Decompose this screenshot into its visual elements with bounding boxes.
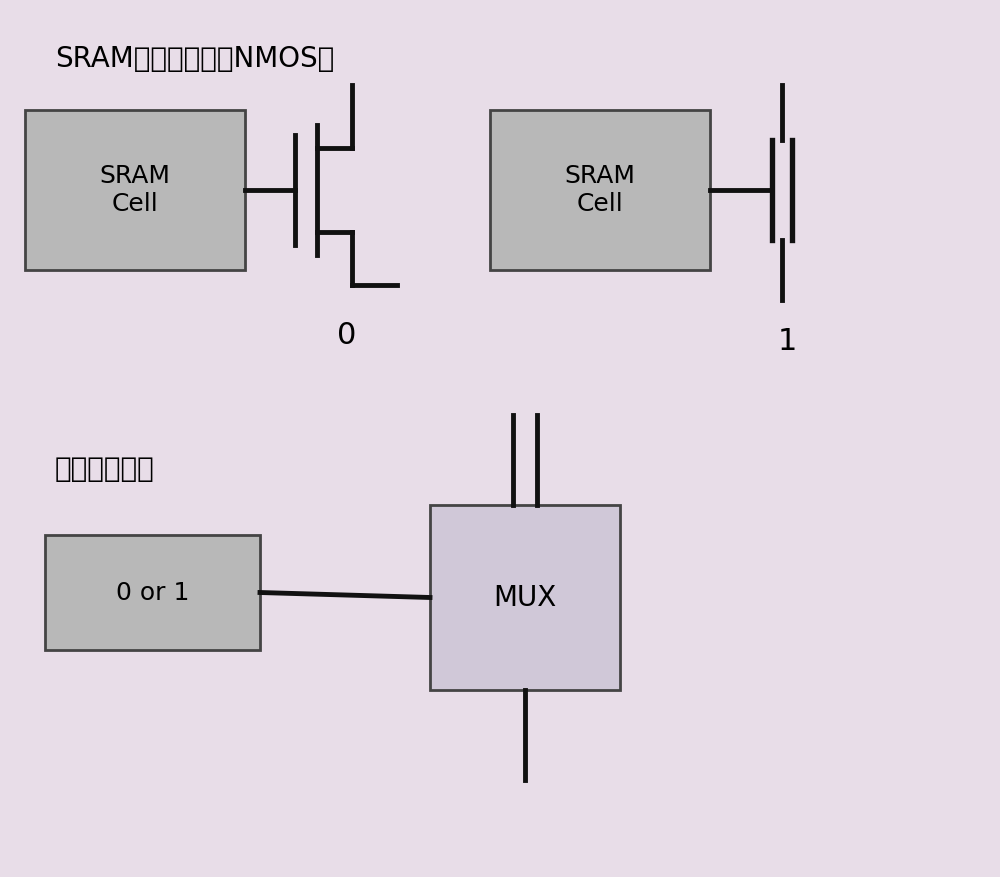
Text: MUX: MUX — [493, 583, 557, 611]
Bar — [490, 110, 710, 270]
Text: SRAM单元控制开关NMOS管: SRAM单元控制开关NMOS管 — [55, 45, 334, 73]
Text: 1: 1 — [777, 327, 797, 356]
Text: SRAM
Cell: SRAM Cell — [100, 164, 170, 216]
Bar — [45, 535, 260, 650]
Text: 选择器的控制: 选择器的控制 — [55, 455, 155, 483]
Text: 0: 0 — [337, 320, 357, 350]
Text: SRAM
Cell: SRAM Cell — [564, 164, 636, 216]
Bar — [430, 505, 620, 690]
Text: 0 or 1: 0 or 1 — [116, 581, 189, 604]
Bar — [25, 110, 245, 270]
